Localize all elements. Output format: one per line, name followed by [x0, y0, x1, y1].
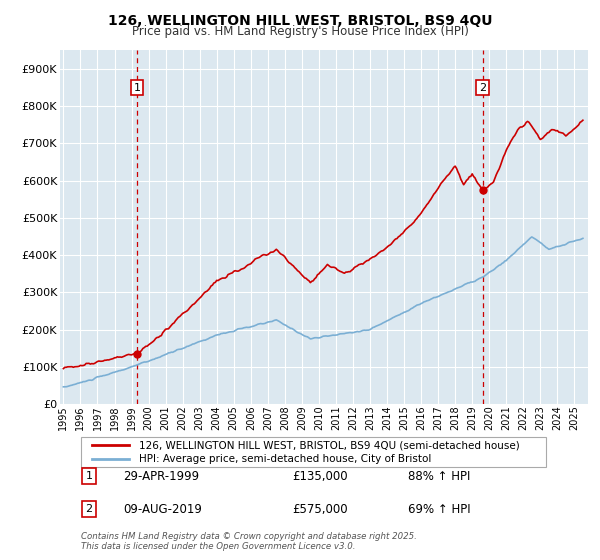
Text: HPI: Average price, semi-detached house, City of Bristol: HPI: Average price, semi-detached house,… — [139, 454, 431, 464]
Text: 126, WELLINGTON HILL WEST, BRISTOL, BS9 4QU (semi-detached house): 126, WELLINGTON HILL WEST, BRISTOL, BS9 … — [139, 440, 520, 450]
Text: 1: 1 — [86, 471, 92, 481]
Text: £575,000: £575,000 — [292, 503, 348, 516]
Text: 2: 2 — [85, 504, 92, 514]
Text: Contains HM Land Registry data © Crown copyright and database right 2025.
This d: Contains HM Land Registry data © Crown c… — [81, 532, 417, 552]
Bar — [81, 437, 546, 467]
Text: £135,000: £135,000 — [292, 470, 348, 483]
Text: 29-APR-1999: 29-APR-1999 — [124, 470, 199, 483]
Text: 2: 2 — [479, 83, 486, 92]
Text: Price paid vs. HM Land Registry's House Price Index (HPI): Price paid vs. HM Land Registry's House … — [131, 25, 469, 38]
Text: 09-AUG-2019: 09-AUG-2019 — [124, 503, 202, 516]
Text: 88% ↑ HPI: 88% ↑ HPI — [409, 470, 471, 483]
Text: 69% ↑ HPI: 69% ↑ HPI — [409, 503, 471, 516]
Text: 1: 1 — [134, 83, 140, 92]
Text: 126, WELLINGTON HILL WEST, BRISTOL, BS9 4QU: 126, WELLINGTON HILL WEST, BRISTOL, BS9 … — [108, 14, 492, 28]
